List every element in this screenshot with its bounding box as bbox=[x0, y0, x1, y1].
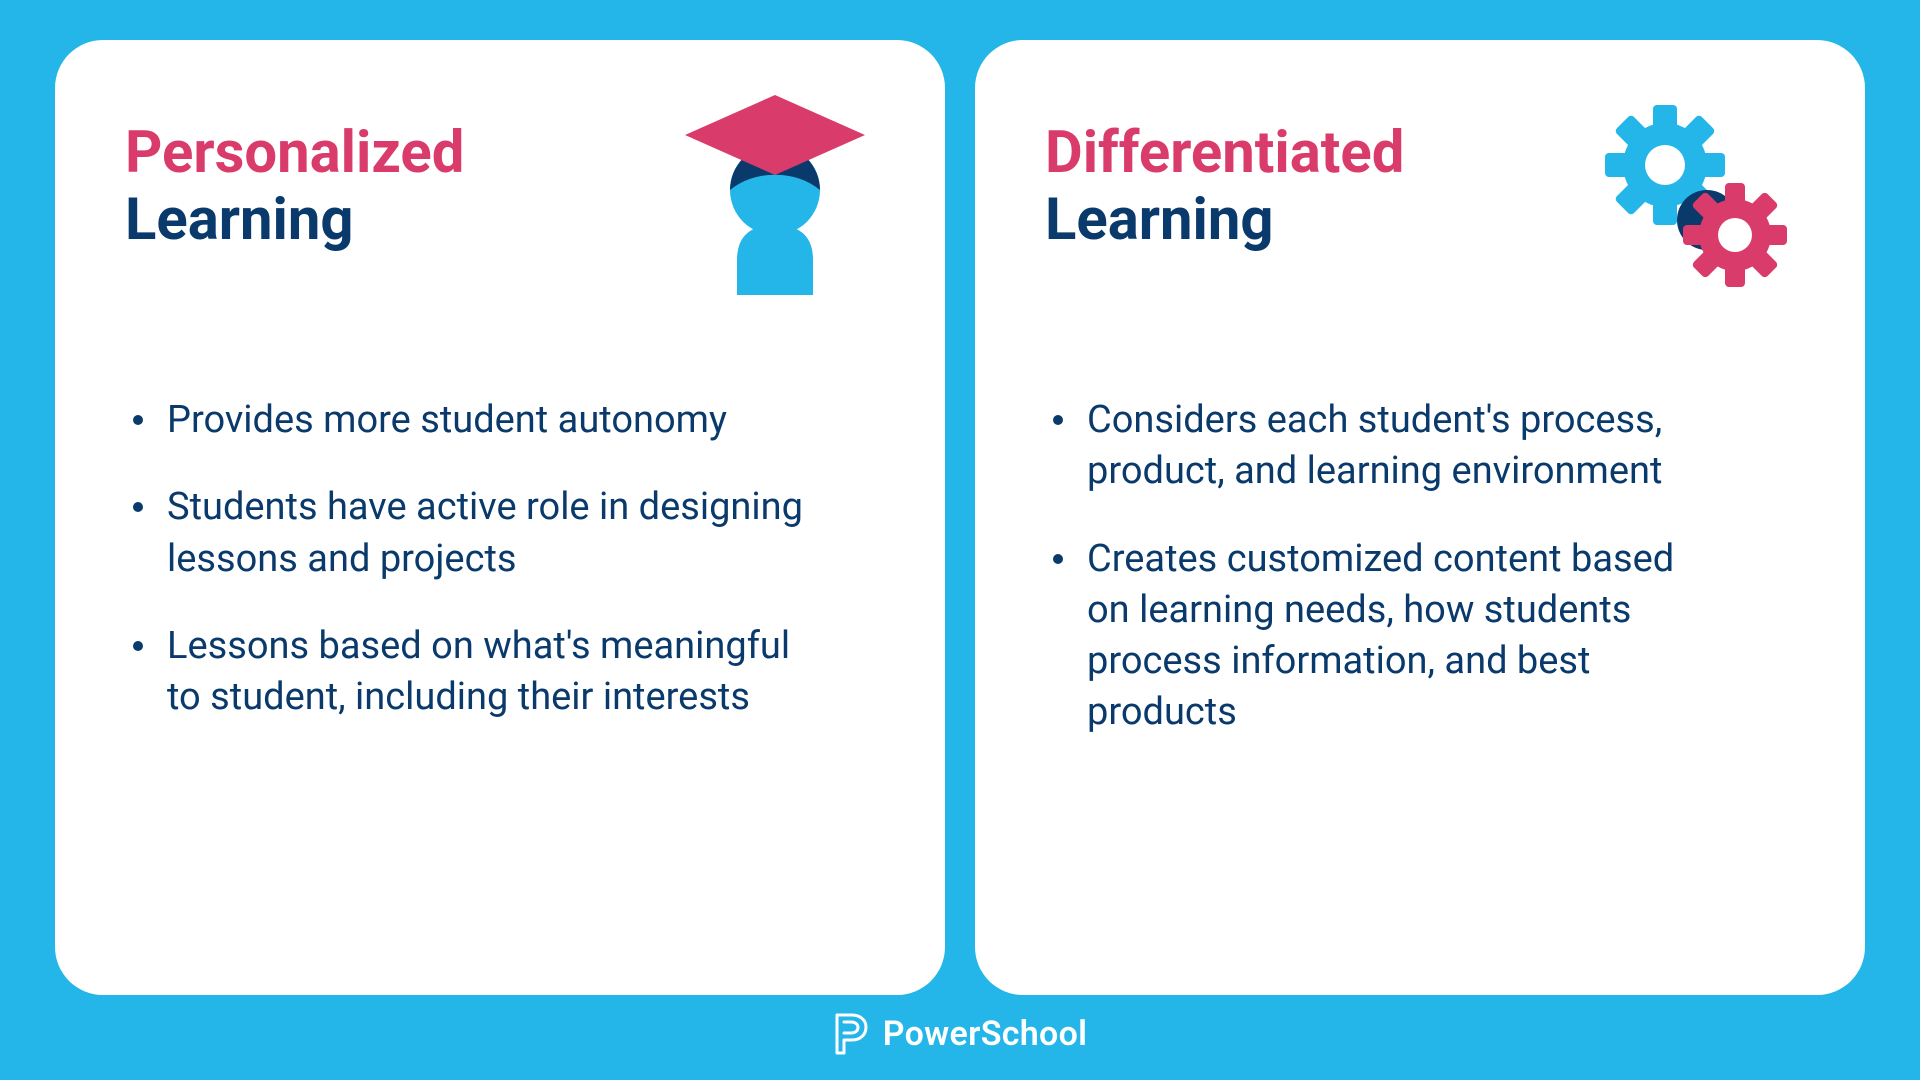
bullet-list: Considers each student's process, produc… bbox=[1045, 395, 1795, 739]
cards-container: Personalized Learning Provides more stud… bbox=[55, 40, 1865, 995]
card-differentiated: Differentiated Learning bbox=[975, 40, 1865, 995]
title-main: Learning bbox=[125, 187, 464, 254]
gears-icon bbox=[1595, 95, 1795, 295]
footer: PowerSchool bbox=[55, 1013, 1865, 1055]
bullet-list: Provides more student autonomy Students … bbox=[125, 395, 875, 723]
card-title: Personalized Learning bbox=[125, 120, 464, 253]
card-header: Personalized Learning bbox=[125, 120, 875, 295]
card-personalized: Personalized Learning Provides more stud… bbox=[55, 40, 945, 995]
card-title: Differentiated Learning bbox=[1045, 120, 1404, 253]
grad-cap-icon bbox=[675, 95, 875, 295]
brand-name: PowerSchool bbox=[883, 1014, 1088, 1054]
title-accent: Personalized bbox=[125, 120, 464, 187]
list-item: Lessons based on what's meaningful to st… bbox=[125, 621, 805, 724]
title-main: Learning bbox=[1045, 187, 1404, 254]
powerschool-logo-icon bbox=[833, 1013, 869, 1055]
list-item: Provides more student autonomy bbox=[125, 395, 805, 446]
list-item: Students have active role in designing l… bbox=[125, 482, 805, 585]
title-accent: Differentiated bbox=[1045, 120, 1404, 187]
list-item: Creates customized content based on lear… bbox=[1045, 534, 1725, 739]
list-item: Considers each student's process, produc… bbox=[1045, 395, 1725, 498]
card-header: Differentiated Learning bbox=[1045, 120, 1795, 295]
